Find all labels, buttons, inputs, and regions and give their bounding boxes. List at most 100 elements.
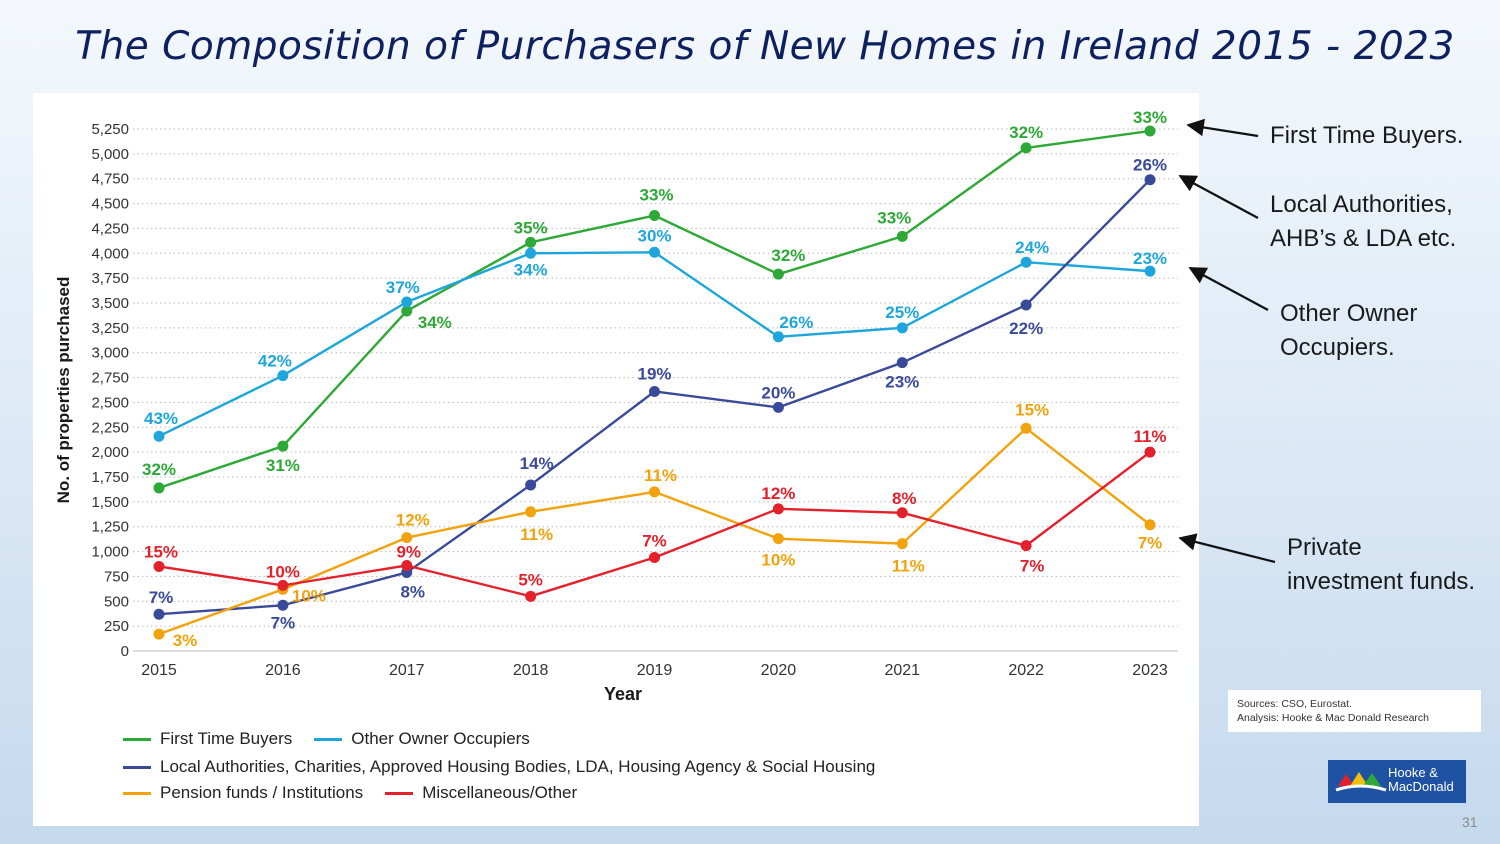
data-label: 15% — [144, 542, 178, 561]
callout-text-line1: Private — [1287, 534, 1362, 561]
data-label: 10% — [761, 551, 795, 570]
callout-text-line1: Other Owner — [1280, 300, 1418, 327]
callout-first-time-buyers: First Time Buyers. — [1270, 119, 1463, 153]
data-label: 3% — [173, 631, 198, 650]
hooke-macdonald-logo: Hooke & MacDonald — [1328, 760, 1466, 803]
arrow-other-owner-occupiers — [1188, 267, 1269, 311]
data-point — [649, 246, 660, 258]
y-tick-label: 2,000 — [91, 444, 129, 461]
data-point — [277, 370, 289, 382]
data-label: 15% — [1015, 400, 1049, 419]
data-label: 7% — [149, 588, 174, 607]
analysis-line: Analysis: Hooke & Mac Donald Research — [1237, 712, 1430, 724]
data-label: 5% — [518, 570, 543, 589]
data-label: 37% — [386, 278, 420, 297]
data-point — [772, 503, 784, 515]
data-label: 8% — [892, 489, 917, 508]
data-label: 26% — [1133, 156, 1167, 175]
data-label: 8% — [400, 582, 425, 601]
y-tick-label: 1,500 — [91, 494, 129, 511]
data-label: 26% — [779, 313, 813, 332]
data-label: 33% — [1133, 108, 1167, 127]
data-label: 24% — [1015, 238, 1049, 257]
callout-other-owner-occupiers: Other Owner Occupiers. — [1280, 297, 1417, 365]
legend-label: Other Owner Occupiers — [351, 729, 530, 748]
legend-item-miscellaneous: Miscellaneous/Other — [385, 783, 577, 803]
data-point — [896, 507, 908, 519]
y-tick-label: 0 — [121, 643, 129, 660]
y-tick-label: 250 — [104, 618, 129, 635]
data-label: 33% — [639, 186, 673, 205]
y-tick-label: 3,750 — [91, 270, 129, 287]
data-point — [772, 533, 784, 545]
data-label: 32% — [1009, 123, 1043, 142]
legend-row-2: Local Authorities, Charities, Approved H… — [123, 757, 897, 777]
x-tick-label: 2018 — [513, 662, 549, 679]
arrow-private-investment — [1178, 533, 1276, 564]
y-tick-label: 1,250 — [91, 519, 129, 536]
data-point — [772, 268, 784, 280]
data-point — [153, 430, 165, 442]
data-label: 11% — [520, 525, 553, 544]
legend-swatch-navy — [123, 765, 151, 769]
sources-box: Sources: CSO, Eurostat. Analysis: Hooke … — [1228, 690, 1481, 732]
data-label: 11% — [892, 557, 925, 576]
data-point — [401, 532, 413, 544]
data-label: 19% — [637, 364, 671, 383]
data-point — [1020, 540, 1032, 552]
data-label: 23% — [885, 373, 919, 392]
data-point — [1144, 446, 1156, 458]
x-tick-label: 2017 — [389, 662, 425, 679]
legend-label: Local Authorities, Charities, Approved H… — [160, 757, 876, 776]
x-tick-label: 2019 — [637, 662, 673, 679]
callout-text-line1: Local Authorities, — [1270, 191, 1453, 218]
y-tick-label: 2,750 — [91, 370, 129, 387]
y-tick-label: 4,500 — [91, 196, 129, 213]
data-label: 12% — [761, 484, 795, 503]
data-point — [401, 296, 413, 308]
data-point — [525, 506, 537, 518]
legend-row-1: First Time Buyers Other Owner Occupiers — [123, 729, 552, 749]
data-point — [153, 608, 165, 620]
data-point — [1020, 299, 1032, 311]
x-tick-label: 2016 — [265, 662, 301, 679]
data-label: 30% — [637, 226, 671, 245]
data-label: 7% — [1020, 557, 1045, 576]
x-tick-label: 2021 — [884, 662, 920, 679]
data-label: 11% — [1133, 427, 1166, 446]
data-point — [153, 628, 165, 640]
legend-swatch-blue — [314, 737, 343, 741]
data-point — [277, 579, 289, 591]
y-tick-label: 1,750 — [91, 469, 129, 486]
data-label: 11% — [644, 466, 677, 485]
data-label: 7% — [271, 613, 296, 632]
data-label: 31% — [266, 456, 300, 475]
callout-private-investment-funds: Private investment funds. — [1287, 531, 1475, 599]
house-icon — [1335, 772, 1387, 792]
page-number: 31 — [1462, 814, 1478, 830]
line-chart: 0 250 500 750 1,000 1,250 1,500 1,750 2,000 2,250… — [54, 108, 1178, 704]
data-label: 7% — [642, 532, 667, 551]
y-tick-label: 4,000 — [91, 245, 129, 262]
data-label: 42% — [258, 352, 292, 371]
legend-label: First Time Buyers — [160, 729, 293, 748]
data-point — [277, 599, 289, 611]
data-point — [525, 247, 537, 259]
data-point — [1020, 422, 1032, 434]
legend-item-first-time-buyers: First Time Buyers — [123, 729, 292, 749]
y-tick-label: 750 — [104, 568, 129, 585]
x-tick-label: 2015 — [141, 662, 177, 679]
y-tick-label: 3,250 — [91, 320, 129, 337]
legend-swatch-red — [385, 791, 414, 795]
data-point — [896, 322, 908, 334]
x-tick-label: 2022 — [1008, 662, 1044, 679]
data-point — [772, 331, 784, 343]
data-point — [772, 401, 784, 413]
data-label: 14% — [520, 454, 554, 473]
data-point — [896, 538, 908, 550]
data-label: 10% — [292, 586, 326, 605]
data-point — [153, 560, 165, 572]
legend-label: Pension funds / Institutions — [160, 783, 364, 802]
legend-swatch-orange — [123, 791, 151, 795]
data-label: 25% — [885, 303, 919, 322]
